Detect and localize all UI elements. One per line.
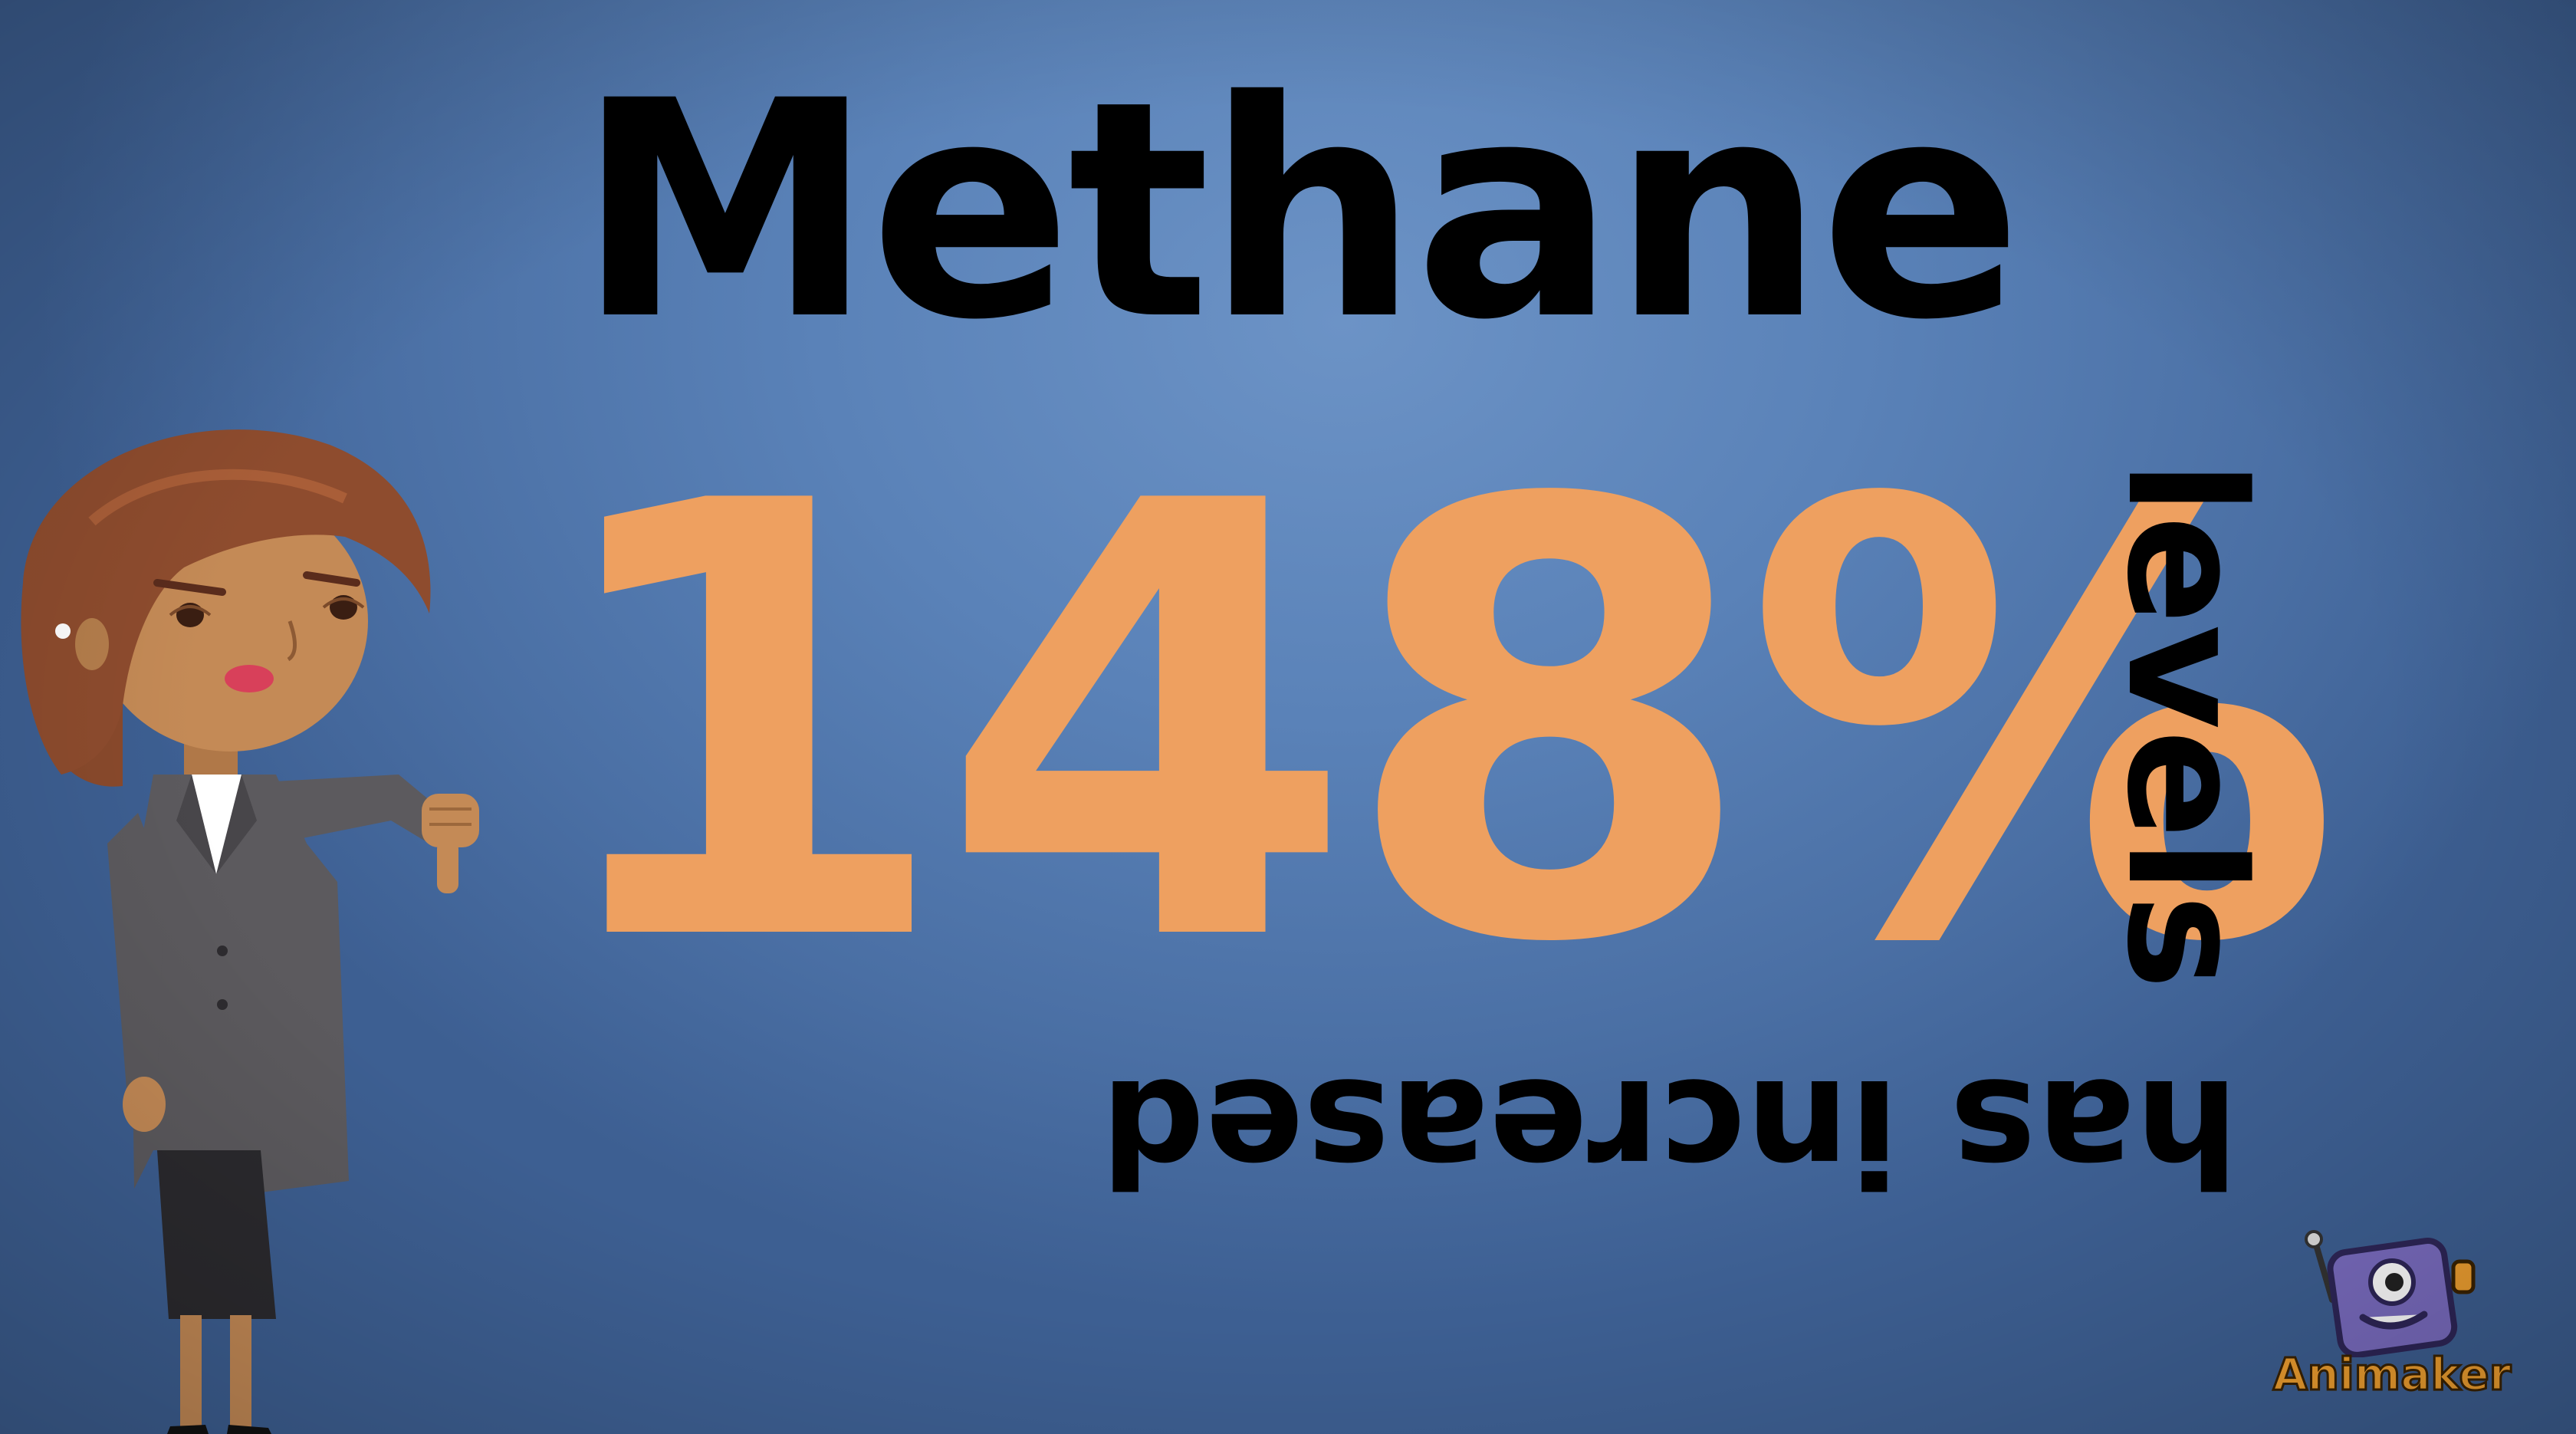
statistic-percentage: 148% bbox=[537, 377, 2343, 1073]
brand-name: Animaker bbox=[2272, 1347, 2512, 1402]
animaker-mascot-icon bbox=[2305, 1230, 2476, 1358]
headline-methane: Methane bbox=[577, 37, 2022, 385]
worried-woman-thumbs-down-icon bbox=[21, 429, 479, 1434]
rotated-word-levels: levels bbox=[2091, 460, 2279, 990]
upside-down-phrase: has increased bbox=[1100, 1047, 2239, 1216]
animaker-logo[interactable]: Animaker bbox=[2269, 1219, 2515, 1411]
